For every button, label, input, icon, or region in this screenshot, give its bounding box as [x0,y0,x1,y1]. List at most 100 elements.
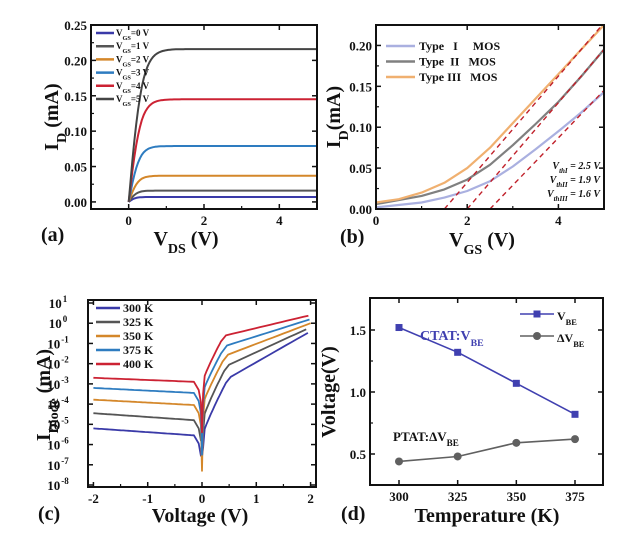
panel-a-ytick-label: 0.25 [64,18,87,33]
panel-a-ytick-label: 0.20 [64,53,87,68]
marker-circle [395,457,403,466]
legend-label-5-part: GS [123,101,132,108]
legend-label-2: VGS=2 V [116,54,150,68]
legend-label-1: ΔVBE [557,331,585,349]
legend-label-5-part: V [116,94,123,104]
panel-c: -2 -1 0 1 210110010-110-210-310-410-510-610-… [33,294,317,527]
panel-label: (b) [340,226,364,248]
y-axis-label-part: I [41,143,63,151]
legend-label-2-part: V [116,54,123,64]
series-line-4 [127,98,317,203]
panel-c-ytick-label: 10-8 [47,476,69,493]
panel-c-ytick-label: 100 [49,314,68,331]
y-axis-label-part: I [33,433,55,441]
y-axis-label: ID (mA) [41,83,70,150]
ptat-annotation-part: PTAT:ΔV [393,429,447,444]
panel-b-ytick-label: 0.20 [349,38,372,53]
legend-label-2: 350 K [123,329,154,343]
legend-label-4: 400 K [123,357,154,371]
panel-c-xtick-label: -1 [142,491,153,506]
ytick-exponent: -2 [61,355,69,365]
legend-label-0-part: V [557,309,566,323]
x-axis-label-part: (V) [186,228,219,250]
legend-label-1-part: V [116,41,123,51]
panel-a-ytick-label: 0.15 [64,89,87,104]
vth-annotation-2-part: = 1.6 V [568,189,602,200]
legend-label-0: Type I MOS [419,39,500,53]
series-line-0 [376,91,604,209]
panel-b-xtick-label: 0 [373,213,380,228]
series-line-1 [127,189,317,203]
legend-label-0-part: BE [566,318,578,327]
vth-annotation-2-part: V [547,189,555,200]
legend-label-3-part: V [116,68,123,78]
series-line-0 [93,332,309,458]
legend-label-3: VGS=3 V [116,68,150,82]
panel-b-xtick-label: 2 [464,213,471,228]
legend-label-4: VGS=4 V [116,81,150,95]
legend-label-4-part: V [116,81,123,91]
panel-c-xtick-label: 2 [307,491,314,506]
legend-label-2-part: =2 V [131,54,150,64]
legend-label-5-part: =5 V [131,94,150,104]
panel-d-xtick-label: 350 [507,489,527,504]
y-axis-label: ID(mA) [323,86,352,148]
ytick-exponent: 1 [63,294,68,304]
vth-annotation-1-part: = 1.9 V [568,175,602,186]
ytick-exponent: -3 [61,375,69,385]
legend-marker [533,310,541,318]
panel-a-xtick-label: 0 [125,213,132,228]
x-axis-label-part: (V) [482,229,515,251]
vth-annotation-1-part: thII [556,181,568,189]
legend-label-0: VGS=0 V [116,28,150,42]
marker-square [512,379,520,387]
y-axis-label-part: (mA) [41,83,63,132]
legend-marker [533,332,541,340]
y-axis-label-part: (mA) [33,349,55,398]
fit-line-1 [466,48,604,209]
ytick-exponent: -8 [61,476,69,486]
fit-line-2 [443,25,604,209]
panel-label: (d) [341,503,365,525]
panel-c-xtick-label: 1 [253,491,260,506]
ytick-exponent: -5 [61,415,69,425]
marker-circle [453,452,462,461]
y-axis-label-part: Diode [47,398,62,433]
y-axis-label-part: I [323,140,345,148]
panel-d-ytick-label: 1.0 [350,385,366,400]
panel-d-ytick-label: 1.5 [350,323,367,338]
legend-label-1: VGS=1 V [116,41,150,55]
series-line-3 [127,145,317,203]
legend-label-0: 300 K [123,301,154,315]
x-axis-label-part: DS [168,242,186,257]
legend-label-1-part: GS [123,48,132,55]
marker-square [571,410,579,418]
panel-d: 300 325 350 3750.51.01.5VBEΔVBECTAT:VBEPTAT… [318,297,604,527]
series-line-2 [93,322,311,472]
y-axis-label-part: D [337,130,352,140]
panel-label: (c) [38,503,60,525]
series-line-0 [128,196,317,203]
series-line-1 [93,328,307,442]
x-axis-label: VDS (V) [153,228,218,257]
legend-label-0-part: V [116,28,123,38]
x-axis-label-part: V [449,229,464,251]
x-axis-label: Voltage (V) [152,505,248,527]
panel-d-xtick-label: 325 [448,489,468,504]
x-axis-label: VGS (V) [449,229,515,258]
panel-a-ytick-label: 0.10 [64,124,87,139]
vth-annotation-1: VthII = 1.9 V [550,175,602,189]
panel-b-ytick-label: 0.15 [349,79,372,94]
legend-label-1-part: =1 V [131,41,150,51]
panel-d-xtick-label: 300 [389,489,409,504]
panel-d-xtick-label: 375 [565,489,585,504]
ytick-exponent: -6 [61,436,69,446]
legend-label-3: 375 K [123,343,154,357]
plot-area [376,25,604,209]
legend-label-2-part: GS [123,61,132,68]
y-axis-label-part: (mA) [323,86,345,130]
y-axis-label: Voltage(V) [318,346,340,437]
vth-annotation-0: VthI = 2.5 V [552,161,601,175]
series-line-4 [93,314,309,434]
